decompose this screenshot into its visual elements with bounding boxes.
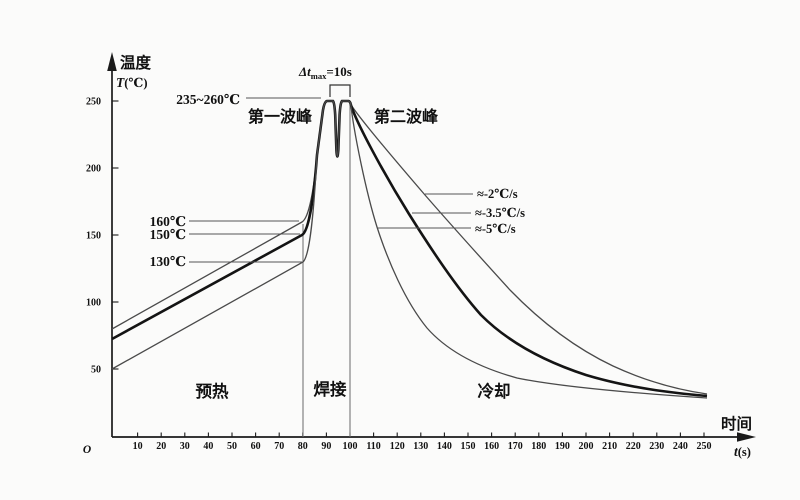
y-tick-label: 100	[86, 298, 101, 309]
y-axis-unit: T(℃)	[116, 75, 148, 90]
peak-range-label: 235~260℃	[176, 92, 240, 107]
x-tick-label: 70	[274, 441, 284, 452]
x-axis-arrow-icon	[737, 432, 756, 442]
zone-cooling-label: 冷却	[478, 381, 511, 401]
x-tick-label: 20	[156, 441, 166, 452]
zone-preheat-label: 预热	[196, 381, 230, 401]
rate-35-label: ≈-3.5℃/s	[475, 206, 525, 220]
curve-160c-minus2	[111, 100, 708, 395]
x-tick-label: 230	[649, 441, 664, 452]
x-tick-label: 170	[508, 441, 523, 452]
zone-solder-label: 焊接	[314, 379, 348, 399]
x-tick-label: 60	[251, 441, 261, 452]
origin-label: O	[83, 444, 91, 456]
x-tick-label: 200	[579, 441, 594, 452]
y-ticks: 50 100 150 200 250	[86, 97, 119, 376]
y-tick-label: 150	[86, 231, 101, 242]
x-ticks: 10 20 30 40 50 60 70 80 90 100 110 120 130 140 150 160 1…	[133, 432, 712, 452]
x-tick-label: 30	[180, 441, 190, 452]
x-tick-label: 130	[413, 441, 428, 452]
second-peak-label: 第二波峰	[374, 107, 439, 126]
x-tick-label: 10	[133, 441, 143, 452]
y-tick-label: 250	[86, 97, 101, 108]
x-tick-label: 160	[484, 441, 499, 452]
x-tick-label: 110	[366, 441, 380, 452]
temp-150-label: 150℃	[150, 227, 186, 242]
x-tick-label: 40	[203, 441, 213, 452]
x-tick-label: 90	[321, 441, 331, 452]
temp-130-label: 130℃	[150, 254, 186, 269]
x-tick-label: 50	[227, 441, 237, 452]
y-axis-title: 温度	[120, 53, 152, 72]
x-tick-label: 120	[390, 441, 405, 452]
x-tick-label: 180	[531, 441, 546, 452]
x-tick-label: 250	[697, 441, 712, 452]
curves	[111, 99, 708, 399]
y-tick-label: 200	[86, 164, 101, 175]
zone-boundaries	[302, 104, 351, 437]
x-axis-unit: t(s)	[734, 444, 751, 459]
x-tick-label: 240	[673, 441, 688, 452]
x-tick-label: 220	[626, 441, 641, 452]
rate-5-label: ≈-5℃/s	[475, 222, 516, 236]
y-axis-arrow-icon	[107, 52, 117, 71]
axes	[107, 52, 756, 442]
leader-lines	[189, 97, 473, 263]
dtmax-bracket	[329, 84, 351, 97]
x-tick-label: 190	[555, 441, 570, 452]
y-tick-label: 50	[91, 365, 101, 376]
x-tick-label: 210	[602, 441, 617, 452]
x-axis-title: 时间	[721, 414, 752, 433]
dtmax-label: Δtmax=10s	[298, 64, 352, 81]
x-tick-label: 80	[298, 441, 308, 452]
curve-130c-minus5	[111, 100, 708, 399]
x-tick-label: 100	[343, 441, 358, 452]
first-peak-label: 第一波峰	[248, 107, 313, 126]
temp-160-label: 160℃	[150, 214, 186, 229]
curve-150c-minus35	[111, 99, 708, 398]
x-tick-label: 150	[461, 441, 476, 452]
x-tick-label: 140	[437, 441, 452, 452]
rate-2-label: ≈-2℃/s	[477, 187, 518, 201]
